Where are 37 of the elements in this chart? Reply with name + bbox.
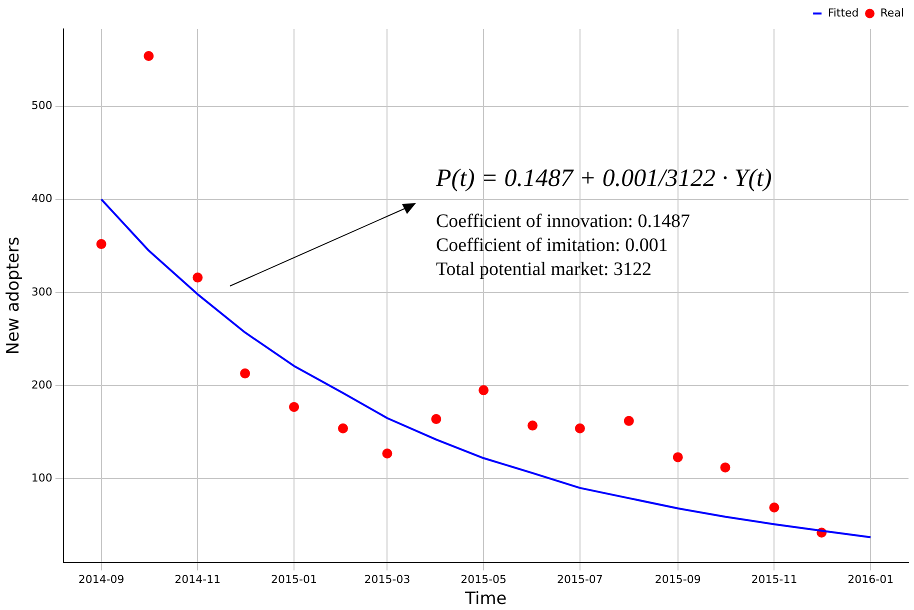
point bbox=[478, 385, 489, 396]
x-tick-label: 2015-03 bbox=[364, 572, 410, 586]
y-tick-label: 100 bbox=[31, 471, 52, 484]
point bbox=[431, 414, 442, 424]
y-tick-label: 500 bbox=[31, 99, 52, 112]
x-axis-title: Time bbox=[464, 589, 507, 610]
point bbox=[672, 452, 683, 462]
x-tick-label: 2015-11 bbox=[751, 572, 798, 586]
legend-label: Real bbox=[880, 6, 904, 20]
x-tick-label: 2015-09 bbox=[654, 572, 701, 586]
y-tick-label: 400 bbox=[31, 192, 52, 206]
point bbox=[624, 416, 634, 426]
point bbox=[574, 423, 585, 434]
y-tick-label: 200 bbox=[31, 378, 52, 392]
x-tick-label: 2015-05 bbox=[460, 572, 507, 586]
x-tick-label: 2015-07 bbox=[556, 572, 603, 586]
point bbox=[289, 402, 300, 412]
legend-label: Fitted bbox=[828, 6, 859, 20]
annotation: Total potential market: 3122 bbox=[436, 259, 653, 281]
x-tick-label: 2014-09 bbox=[78, 572, 124, 586]
point bbox=[144, 50, 154, 61]
annotation: Coefficient of imitation: 0.001 bbox=[436, 235, 669, 257]
point bbox=[192, 272, 203, 283]
point bbox=[240, 368, 250, 378]
point bbox=[382, 448, 392, 458]
point bbox=[338, 423, 348, 434]
point bbox=[720, 462, 730, 472]
point bbox=[528, 420, 538, 431]
annotation: Coefficient of innovation: 0.1487 bbox=[436, 211, 691, 233]
x-tick-label: 2015-01 bbox=[271, 572, 318, 586]
x-tick-label: 2014-11 bbox=[174, 572, 221, 586]
y-axis-title: New adopters bbox=[4, 236, 24, 355]
annotation: P(t) = 0.1487 + 0.001/3122 · Y(t) bbox=[436, 165, 772, 193]
x-tick-label: 2016-01 bbox=[848, 572, 894, 586]
point bbox=[769, 502, 780, 512]
point bbox=[96, 239, 106, 250]
y-tick-label: 300 bbox=[31, 285, 52, 298]
